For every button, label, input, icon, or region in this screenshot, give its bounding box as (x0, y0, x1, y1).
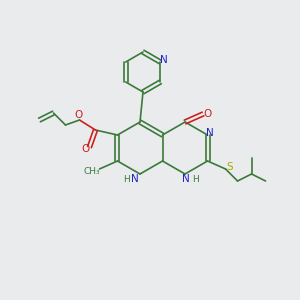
Text: N: N (131, 174, 139, 184)
Text: N: N (182, 174, 190, 184)
Text: H: H (192, 175, 198, 184)
Text: S: S (226, 162, 233, 172)
Text: N: N (206, 128, 213, 138)
Text: H: H (123, 175, 129, 184)
Text: O: O (203, 109, 211, 119)
Text: O: O (74, 110, 83, 120)
Text: CH₃: CH₃ (83, 167, 100, 176)
Text: N: N (160, 55, 168, 65)
Text: O: O (81, 144, 90, 154)
